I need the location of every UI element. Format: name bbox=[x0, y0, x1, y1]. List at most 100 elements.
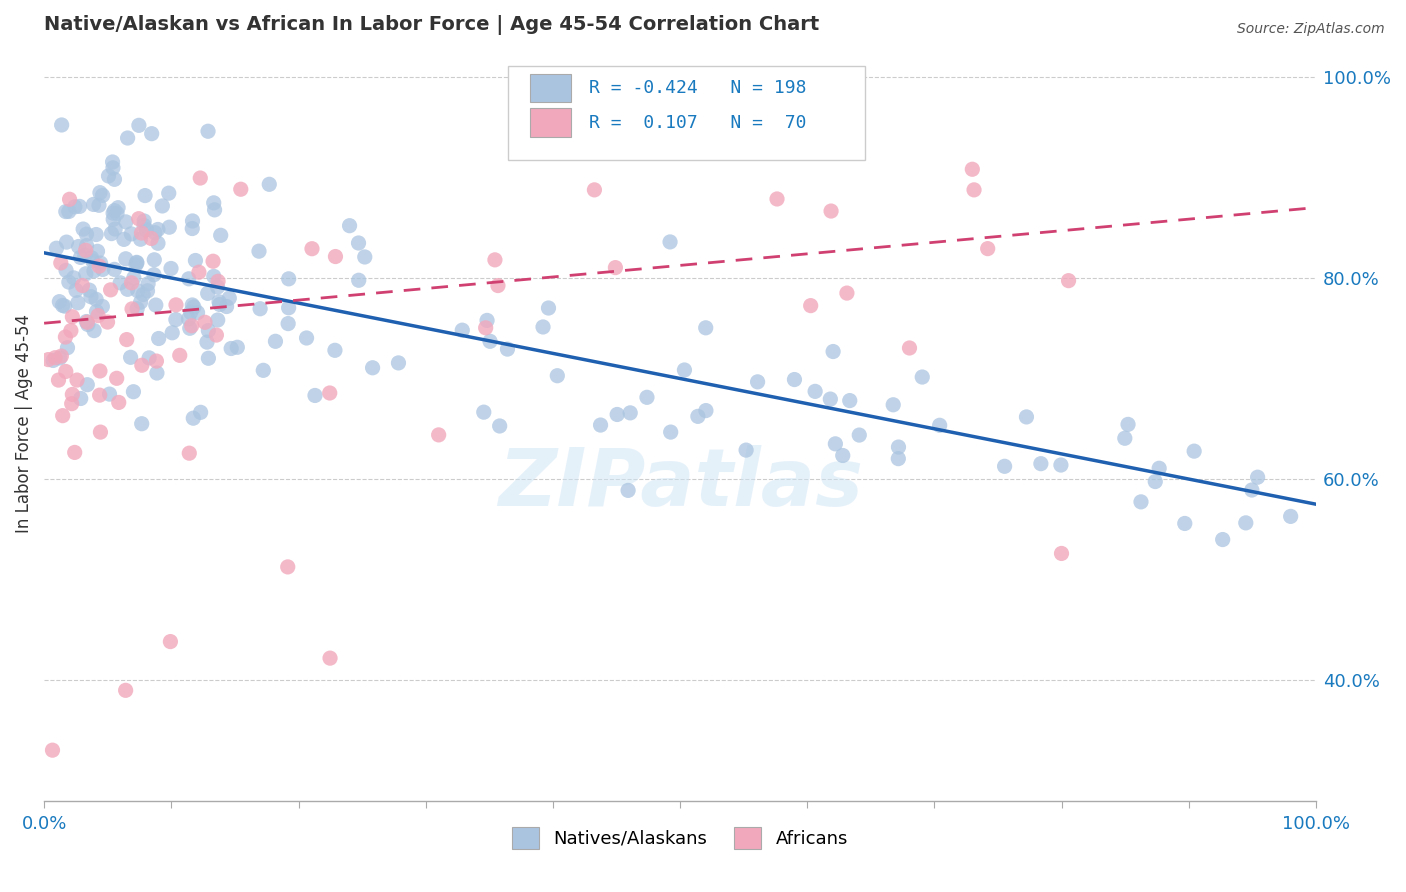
Point bbox=[89, 388, 111, 402]
Point bbox=[165, 240, 187, 254]
Point bbox=[187, 265, 209, 279]
Point bbox=[157, 186, 180, 201]
Point bbox=[277, 272, 299, 286]
Point bbox=[82, 275, 104, 289]
Point bbox=[75, 406, 97, 420]
Point bbox=[160, 211, 183, 226]
Point bbox=[100, 231, 122, 245]
Point bbox=[695, 396, 717, 410]
Point bbox=[107, 395, 129, 409]
Point bbox=[132, 278, 155, 293]
Point bbox=[583, 183, 606, 197]
Point bbox=[63, 445, 86, 459]
Point bbox=[976, 242, 998, 256]
Point bbox=[114, 273, 136, 287]
Point bbox=[122, 176, 145, 190]
Point bbox=[131, 359, 153, 373]
Point bbox=[1234, 431, 1257, 445]
Point bbox=[353, 308, 375, 322]
Point bbox=[1114, 552, 1136, 566]
Point bbox=[44, 351, 66, 365]
Point bbox=[831, 459, 853, 474]
Point bbox=[89, 425, 111, 439]
Point bbox=[58, 174, 80, 188]
Point bbox=[97, 276, 120, 290]
Point bbox=[484, 252, 506, 267]
Text: ZIPatlas: ZIPatlas bbox=[498, 445, 863, 523]
Point bbox=[187, 378, 209, 392]
Point bbox=[117, 131, 139, 145]
Point bbox=[208, 256, 231, 270]
Point bbox=[181, 300, 204, 314]
Point bbox=[304, 343, 326, 358]
Point bbox=[121, 301, 143, 316]
Point bbox=[86, 210, 108, 224]
Point bbox=[91, 243, 114, 257]
Point bbox=[84, 277, 107, 292]
Point bbox=[259, 244, 281, 258]
Point bbox=[127, 289, 149, 303]
Point bbox=[60, 387, 83, 401]
Point bbox=[160, 226, 183, 240]
Point bbox=[911, 361, 934, 376]
Point bbox=[101, 381, 124, 395]
Point bbox=[472, 288, 495, 302]
Point bbox=[1050, 546, 1073, 560]
Point bbox=[735, 331, 758, 345]
Point bbox=[347, 341, 370, 355]
Point bbox=[42, 256, 65, 270]
Point bbox=[55, 309, 77, 323]
Point bbox=[114, 683, 136, 698]
Point bbox=[80, 226, 103, 240]
Point bbox=[1279, 552, 1302, 566]
Point bbox=[89, 274, 111, 288]
Point bbox=[606, 396, 628, 410]
Point bbox=[496, 334, 519, 349]
Point bbox=[128, 211, 150, 226]
Point bbox=[80, 246, 103, 260]
Point bbox=[277, 560, 299, 574]
Point bbox=[207, 370, 229, 384]
Point bbox=[183, 309, 205, 323]
Text: Native/Alaskan vs African In Labor Force | Age 45-54 Correlation Chart: Native/Alaskan vs African In Labor Force… bbox=[44, 15, 820, 35]
Point bbox=[117, 262, 139, 277]
Point bbox=[135, 153, 157, 167]
Point bbox=[146, 257, 169, 271]
Point bbox=[60, 397, 83, 411]
Point bbox=[695, 461, 717, 475]
Point bbox=[51, 296, 73, 310]
Point bbox=[157, 285, 180, 299]
Point bbox=[131, 226, 153, 240]
FancyBboxPatch shape bbox=[530, 108, 571, 137]
Point bbox=[179, 215, 201, 229]
Point bbox=[37, 352, 59, 367]
Point bbox=[103, 291, 125, 305]
Point bbox=[55, 330, 77, 344]
Point bbox=[131, 229, 153, 244]
Point bbox=[994, 431, 1017, 445]
Point bbox=[65, 165, 87, 179]
Point bbox=[202, 254, 225, 268]
Point bbox=[963, 183, 986, 197]
Point bbox=[143, 280, 166, 294]
Point bbox=[62, 223, 84, 237]
Point bbox=[898, 341, 921, 355]
Point bbox=[249, 410, 271, 425]
Point bbox=[605, 260, 627, 275]
Point bbox=[1212, 479, 1234, 493]
Point bbox=[89, 364, 111, 378]
Point bbox=[55, 364, 77, 378]
Point bbox=[747, 389, 769, 403]
Point bbox=[204, 252, 226, 267]
Point bbox=[783, 390, 806, 404]
Point bbox=[115, 333, 138, 347]
Point bbox=[89, 259, 111, 273]
Point bbox=[766, 192, 789, 206]
Point bbox=[87, 203, 110, 218]
Point bbox=[79, 204, 101, 219]
Point bbox=[146, 235, 169, 250]
Point bbox=[125, 294, 148, 309]
Point bbox=[636, 336, 658, 351]
Point bbox=[87, 309, 110, 323]
Point bbox=[98, 104, 121, 119]
